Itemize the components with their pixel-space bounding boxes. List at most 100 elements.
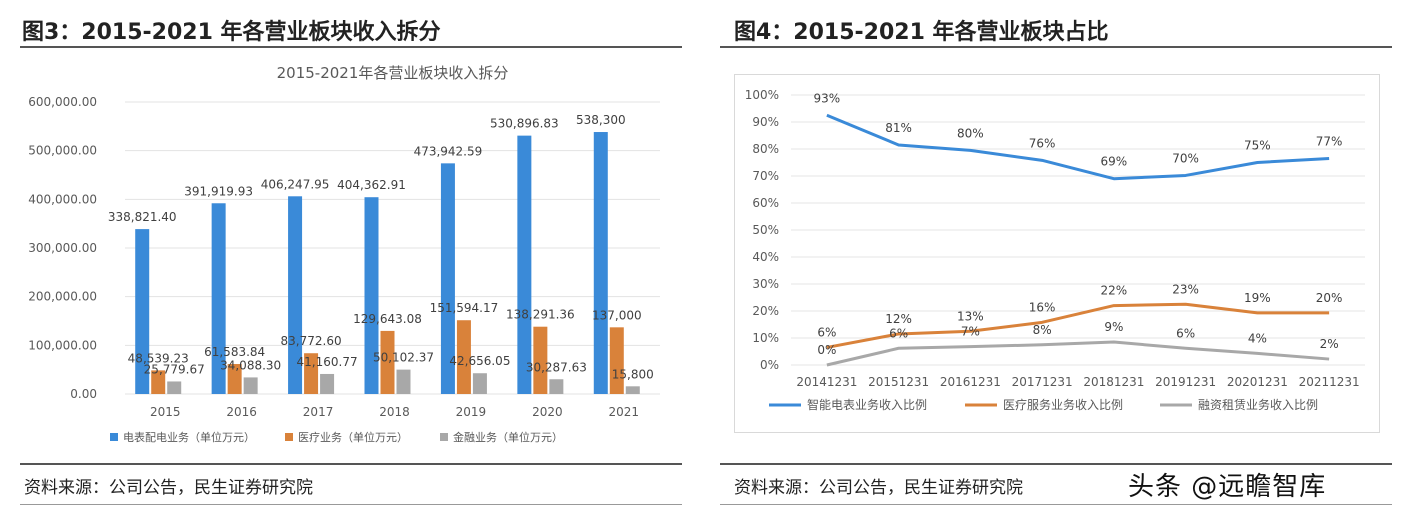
bar-0 [593,132,608,394]
line-legend-label: 智能电表业务收入比例 [807,397,927,412]
line-series-0 [826,113,1330,181]
line-data-label: 0% [817,343,836,357]
bar-legend-swatch [440,433,448,441]
bar-2 [320,373,335,394]
bar-data-label: 404,362.91 [337,178,406,192]
right-source-rule [720,463,1392,465]
left-source: 资料来源：公司公告，民生证券研究院 [24,478,313,498]
bar-data-label: 83,772.60 [281,334,342,348]
bar-0 [135,229,150,394]
line-y-tick-label: 80% [752,142,779,156]
bar-data-label: 137,000 [592,308,642,322]
bar-data-label: 151,594.17 [430,301,499,315]
line-y-tick-label: 10% [752,331,779,345]
line-data-label: 4% [1248,331,1267,345]
bar-0 [517,135,532,394]
line-series-2 [826,340,1330,367]
line-legend-label: 医疗服务业务收入比例 [1003,397,1123,412]
line-x-tick-label: 20141231 [796,375,857,389]
line-data-label: 76% [1029,136,1056,150]
bar-y-tick-label: 0.00 [70,387,97,401]
bar-legend-swatch [110,433,118,441]
bar-x-tick-label: 2017 [303,405,334,419]
line-data-label: 23% [1172,282,1199,296]
bar-2 [167,381,182,394]
bar-data-label: 30,287.63 [526,360,587,374]
bar-data-label: 530,896.83 [490,117,559,131]
bar-0 [440,163,455,394]
bar-data-label: 50,102.37 [373,351,434,365]
bar-1 [304,353,319,394]
line-x-tick-label: 20151231 [868,375,929,389]
bar-legend-label: 金融业务（单位万元） [453,430,563,444]
line-y-tick-label: 90% [752,115,779,129]
bar-1 [609,327,624,394]
line-data-label: 6% [889,326,908,340]
bar-data-label: 41,160.77 [297,355,358,369]
line-data-label: 9% [1104,320,1123,334]
bar-2 [549,379,564,394]
right-source: 资料来源：公司公告，民生证券研究院 [734,478,1023,498]
bar-legend-label: 医疗业务（单位万元） [298,430,408,444]
line-data-label: 70% [1172,151,1199,165]
line-data-label: 93% [814,91,841,105]
bar-data-label: 138,291.36 [506,308,575,322]
line-data-label: 75% [1244,139,1271,153]
line-x-tick-label: 20171231 [1012,375,1073,389]
line-data-label: 81% [885,121,912,135]
bar-x-tick-label: 2019 [456,405,487,419]
bar-legend-label: 电表配电业务（单位万元） [123,430,255,444]
line-y-tick-label: 0% [760,358,779,372]
line-x-tick-label: 20201231 [1227,375,1288,389]
line-data-label: 22% [1101,284,1128,298]
bar-data-label: 338,821.40 [108,210,177,224]
line-y-tick-label: 30% [752,277,779,291]
bar-y-tick-label: 500,000.00 [28,144,97,158]
watermark-text: 头条 @远瞻智库 [1128,472,1327,502]
line-data-label: 16% [1029,300,1056,314]
bar-x-tick-label: 2015 [150,405,181,419]
bar-y-tick-label: 400,000.00 [28,192,97,206]
line-y-tick-label: 60% [752,196,779,210]
line-y-tick-label: 70% [752,169,779,183]
line-data-label: 12% [885,312,912,326]
line-x-tick-label: 20191231 [1155,375,1216,389]
bar-y-tick-label: 100,000.00 [28,338,97,352]
bar-legend-swatch [285,433,293,441]
line-data-label: 7% [961,325,980,339]
line-y-tick-label: 20% [752,304,779,318]
bar-data-label: 61,583.84 [204,345,265,359]
bar-x-tick-label: 2020 [532,405,563,419]
bar-data-label: 48,539.23 [128,351,189,365]
bar-1 [151,370,166,394]
bar-data-label: 129,643.08 [353,312,422,326]
bar-data-label: 538,300 [576,113,626,127]
bar-2 [396,369,411,394]
bar-data-label: 473,942.59 [414,144,483,158]
bar-data-label: 34,088.30 [220,358,281,372]
bar-0 [211,203,226,394]
line-data-label: 19% [1244,291,1271,305]
line-data-label: 13% [957,309,984,323]
right-bottom-rule [720,504,1392,505]
left-figure-title: 图3：2015-2021 年各营业板块收入拆分 [22,20,441,45]
line-x-tick-label: 20211231 [1299,375,1360,389]
left-title-rule [20,46,682,48]
bar-y-tick-label: 600,000.00 [28,95,97,109]
bar-chart: 2015-2021年各营业板块收入拆分 0.00 100,000.00 200,000… [28,64,660,444]
line-data-label: 8% [1033,323,1052,337]
bar-data-label: 25,779.67 [144,362,205,376]
line-y-tick-label: 40% [752,250,779,264]
bar-y-tick-label: 200,000.00 [28,290,97,304]
line-series-1 [826,302,1330,349]
line-chart: 0% 10% 20% 30% 40% 50% 60% 70% 80% 90% 100% 2014123… [745,88,1365,412]
bar-x-tick-label: 2016 [226,405,257,419]
left-source-rule [20,463,682,465]
line-x-tick-label: 20181231 [1083,375,1144,389]
line-data-label: 6% [817,325,836,339]
bar-data-label: 15,800 [612,367,654,381]
bar-1 [533,326,548,394]
line-data-label: 6% [1176,326,1195,340]
left-bottom-rule [20,504,682,505]
bar-y-tick-label: 300,000.00 [28,241,97,255]
